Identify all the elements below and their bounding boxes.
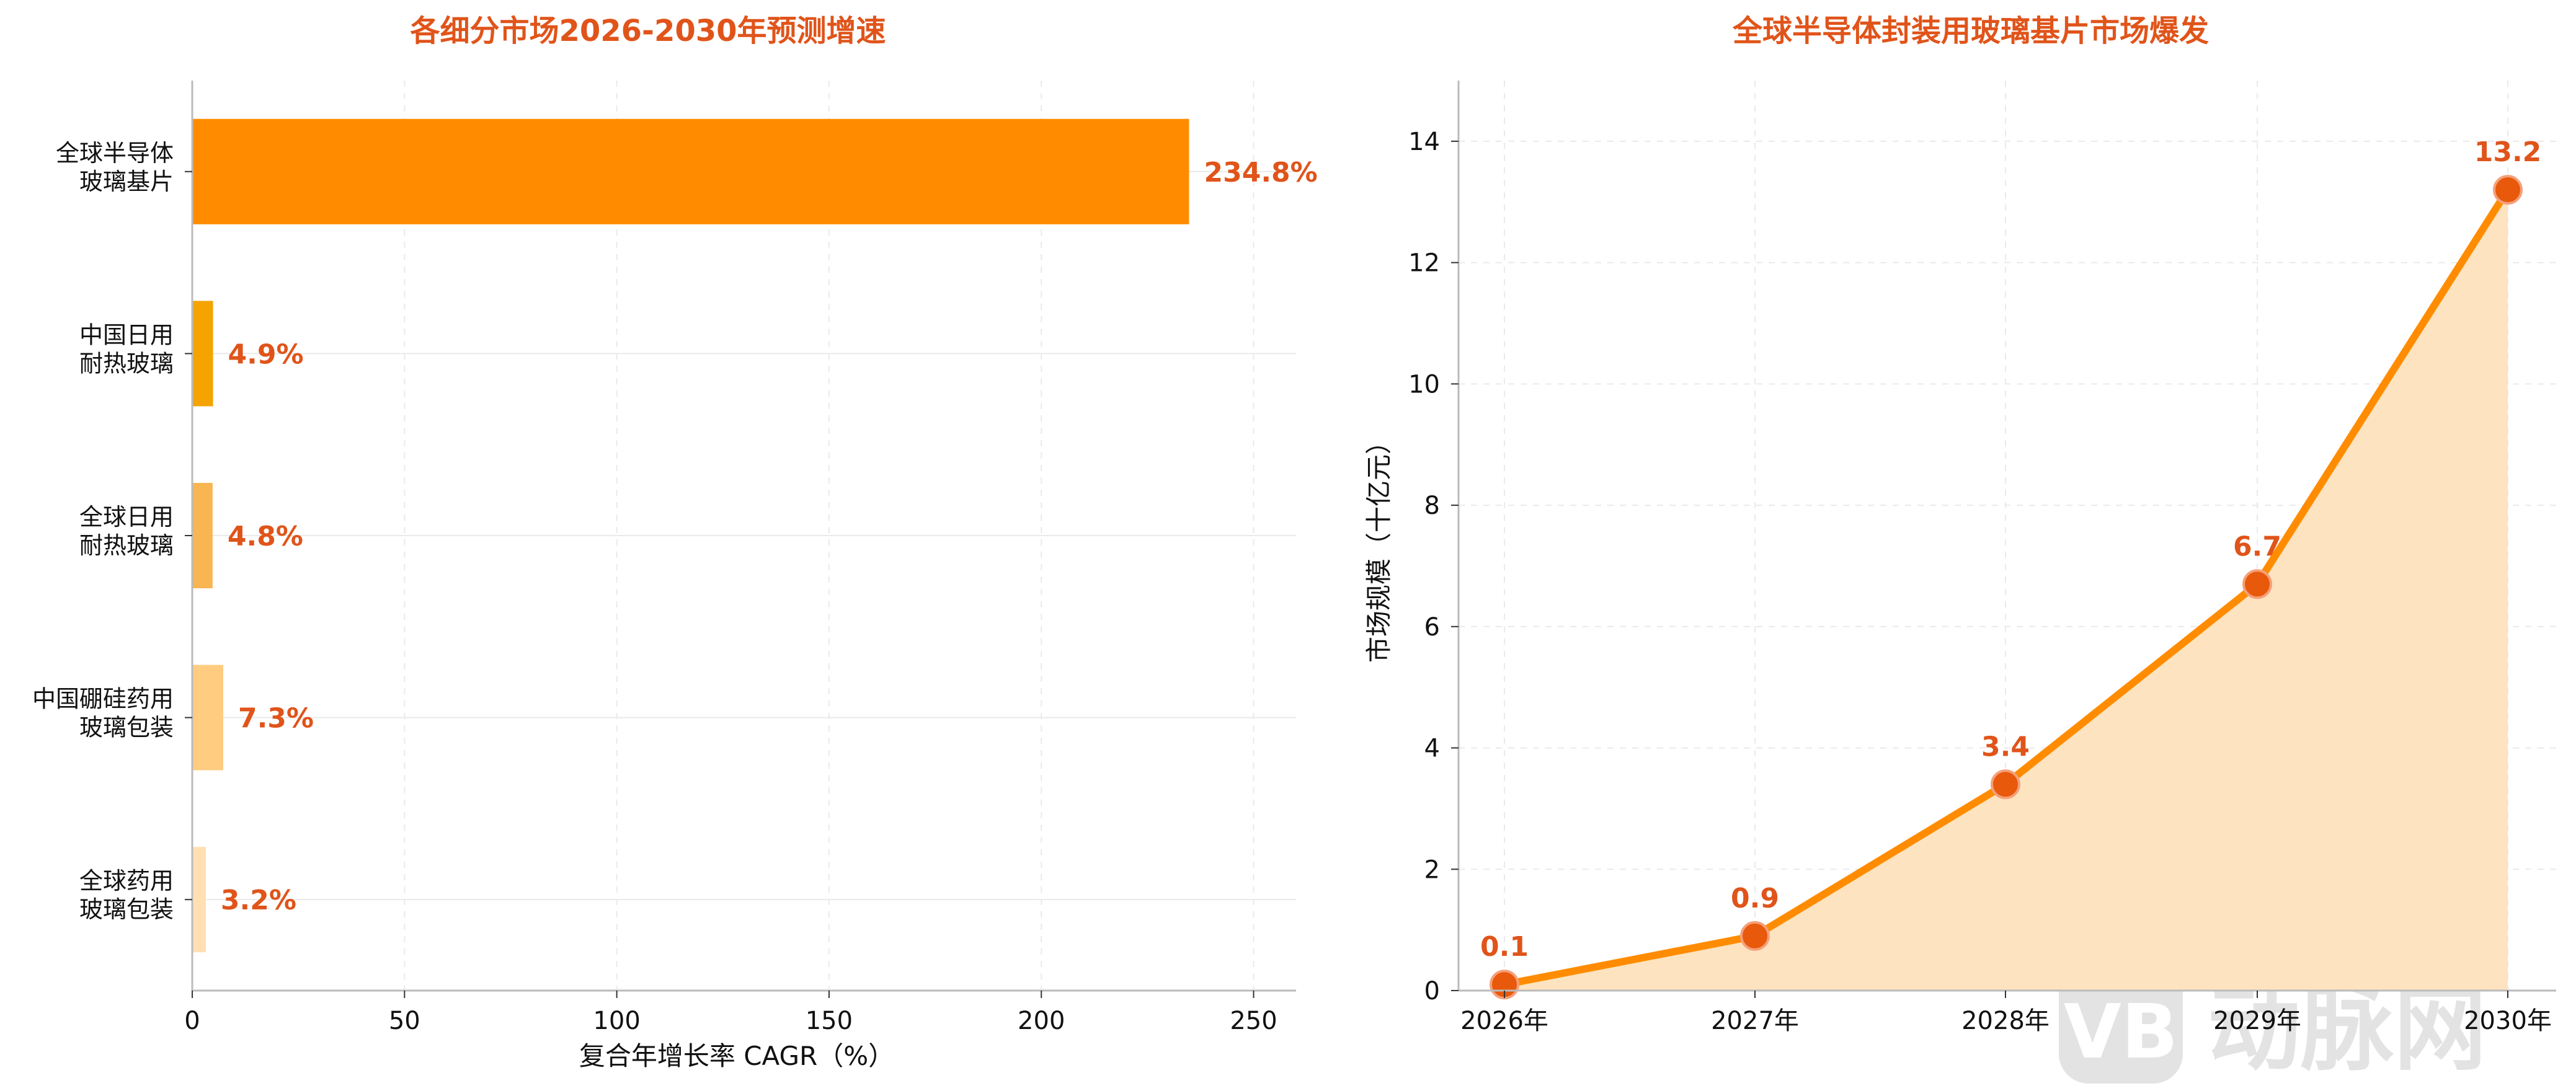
left-chart-title: 各细分市场2026-2030年预测增速 bbox=[410, 14, 886, 48]
right-y-tick-label: 2 bbox=[1424, 855, 1440, 884]
left-value-labels: 234.8% 4.9% 4.8% 7.3% 3.2% bbox=[221, 157, 1318, 916]
point-value-label: 0.9 bbox=[1731, 883, 1779, 914]
left-x-tick-label: 0 bbox=[184, 1007, 200, 1035]
bar-value-label: 7.3% bbox=[238, 703, 314, 735]
point-value-label: 6.7 bbox=[2233, 531, 2281, 562]
left-x-tick-label: 200 bbox=[1018, 1007, 1065, 1035]
category-label: 玻璃包装 bbox=[79, 714, 174, 741]
data-point bbox=[1991, 769, 2020, 800]
right-chart-title: 全球半导体封装用玻璃基片市场爆发 bbox=[1732, 14, 2209, 48]
data-point bbox=[1740, 921, 1770, 951]
right-y-tick-label: 6 bbox=[1424, 613, 1440, 642]
category-label: 全球药用 bbox=[79, 867, 174, 894]
data-point bbox=[2493, 175, 2523, 205]
point-value-label: 0.1 bbox=[1480, 931, 1529, 963]
point-value-label: 13.2 bbox=[2474, 136, 2542, 168]
bar-value-label: 3.2% bbox=[221, 885, 296, 916]
category-label: 中国硼硅药用 bbox=[32, 686, 174, 713]
right-series bbox=[1490, 175, 2523, 1000]
right-y-tick-label: 14 bbox=[1408, 128, 1440, 156]
bar bbox=[192, 847, 206, 953]
right-y-tick-label: 4 bbox=[1424, 735, 1440, 763]
bar bbox=[192, 118, 1189, 224]
bar bbox=[192, 301, 213, 407]
left-x-tick-label: 250 bbox=[1230, 1007, 1277, 1035]
right-y-ticks: 0 2 4 6 8 10 12 14 bbox=[1408, 128, 1459, 1005]
right-x-tick-label: 2029年 bbox=[2213, 1007, 2301, 1035]
point-value-label: 3.4 bbox=[1981, 731, 2030, 762]
left-x-axis-label: 复合年增长率 CAGR（%） bbox=[579, 1041, 894, 1071]
right-x-ticks: 2026年 2027年 2028年 2029年 2030年 bbox=[1460, 991, 2552, 1035]
right-value-labels: 0.1 0.9 3.4 6.7 13.2 bbox=[1480, 136, 2541, 963]
bar-value-label: 4.8% bbox=[228, 521, 303, 552]
cagr-bar-chart: 各细分市场2026-2030年预测增速 0 50 100 150 200 250 全球半导… bbox=[32, 14, 1318, 1071]
svg-text:VB: VB bbox=[2064, 989, 2178, 1076]
right-y-tick-label: 8 bbox=[1424, 492, 1440, 520]
watermark-text: 动脉网 bbox=[2208, 976, 2487, 1084]
left-category-labels: 全球半导体玻璃基片中国日用耐热玻璃全球日用耐热玻璃中国硼硅药用玻璃包装全球药用玻… bbox=[32, 139, 192, 923]
right-y-tick-label: 12 bbox=[1408, 249, 1440, 278]
right-x-tick-label: 2026年 bbox=[1460, 1007, 1548, 1035]
area-fill bbox=[1504, 190, 2508, 991]
left-x-tick-label: 50 bbox=[389, 1007, 420, 1035]
bar-value-label: 234.8% bbox=[1204, 157, 1317, 188]
category-label: 耐热玻璃 bbox=[79, 350, 174, 377]
category-label: 耐热玻璃 bbox=[79, 532, 174, 559]
left-bars bbox=[192, 118, 1189, 953]
right-y-tick-label: 10 bbox=[1408, 370, 1440, 399]
right-x-tick-label: 2027年 bbox=[1711, 1007, 1799, 1035]
category-label: 全球半导体 bbox=[56, 139, 174, 167]
bar bbox=[192, 665, 223, 771]
bar-value-label: 4.9% bbox=[228, 338, 304, 370]
right-y-axis-label: 市场规模（十亿元） bbox=[1364, 428, 1394, 663]
category-label: 玻璃包装 bbox=[79, 896, 174, 923]
left-x-tick-label: 100 bbox=[593, 1007, 640, 1035]
right-x-tick-label: 2028年 bbox=[1961, 1007, 2050, 1035]
right-axes bbox=[1457, 81, 2556, 992]
right-x-tick-label: 2030年 bbox=[2464, 1007, 2552, 1035]
category-label: 中国日用 bbox=[79, 321, 174, 348]
bar bbox=[192, 483, 213, 588]
left-x-tick-label: 150 bbox=[806, 1007, 853, 1035]
right-y-tick-label: 0 bbox=[1424, 977, 1440, 1005]
left-x-ticks: 0 50 100 150 200 250 bbox=[184, 991, 1277, 1035]
category-label: 全球日用 bbox=[79, 503, 174, 531]
category-label: 玻璃基片 bbox=[79, 168, 174, 195]
data-point bbox=[2242, 569, 2272, 599]
